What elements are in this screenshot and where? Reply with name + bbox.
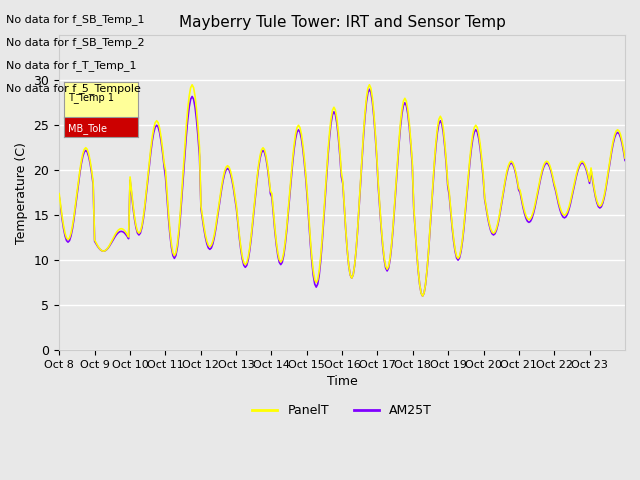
Text: T_Temp 1: T_Temp 1 xyxy=(68,92,114,103)
Title: Mayberry Tule Tower: IRT and Sensor Temp: Mayberry Tule Tower: IRT and Sensor Temp xyxy=(179,15,506,30)
Text: No data for f_SB_Temp_1: No data for f_SB_Temp_1 xyxy=(6,13,145,24)
Text: MB_Tole: MB_Tole xyxy=(68,123,107,134)
Text: No data for f_T_Temp_1: No data for f_T_Temp_1 xyxy=(6,60,137,71)
Text: No data for f_5_Tempole: No data for f_5_Tempole xyxy=(6,83,141,94)
X-axis label: Time: Time xyxy=(326,375,358,388)
Text: No data for f_SB_Temp_2: No data for f_SB_Temp_2 xyxy=(6,36,145,48)
Legend: PanelT, AM25T: PanelT, AM25T xyxy=(247,399,437,422)
Y-axis label: Temperature (C): Temperature (C) xyxy=(15,142,28,244)
